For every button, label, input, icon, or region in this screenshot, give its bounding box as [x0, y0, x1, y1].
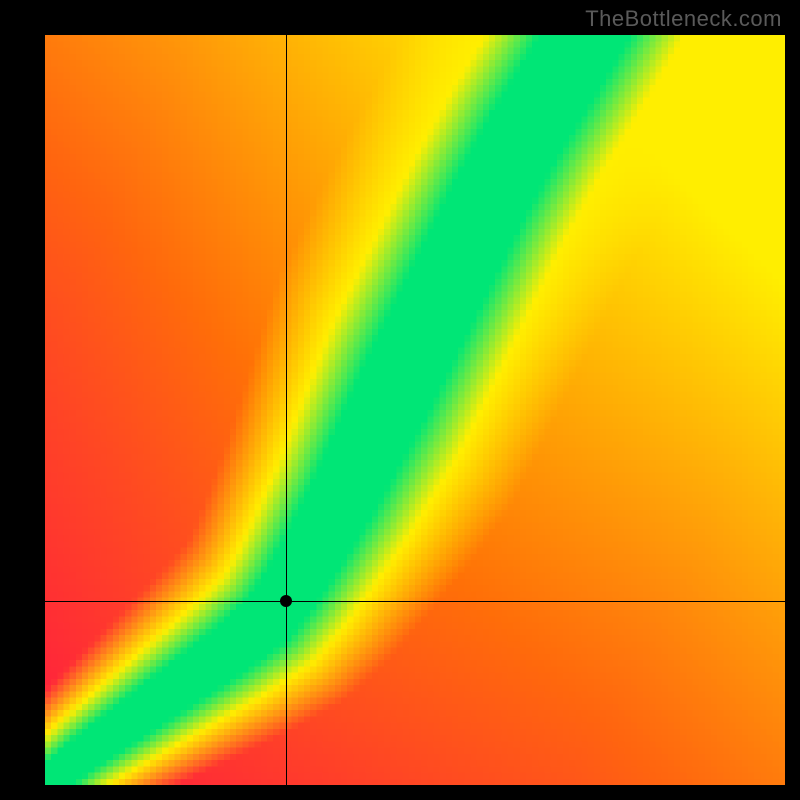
crosshair-marker	[280, 595, 292, 607]
crosshair-vertical	[286, 35, 287, 785]
watermark-text: TheBottleneck.com	[585, 6, 782, 32]
heatmap-canvas	[45, 35, 785, 785]
crosshair-horizontal	[45, 601, 785, 602]
heatmap-plot	[45, 35, 785, 785]
